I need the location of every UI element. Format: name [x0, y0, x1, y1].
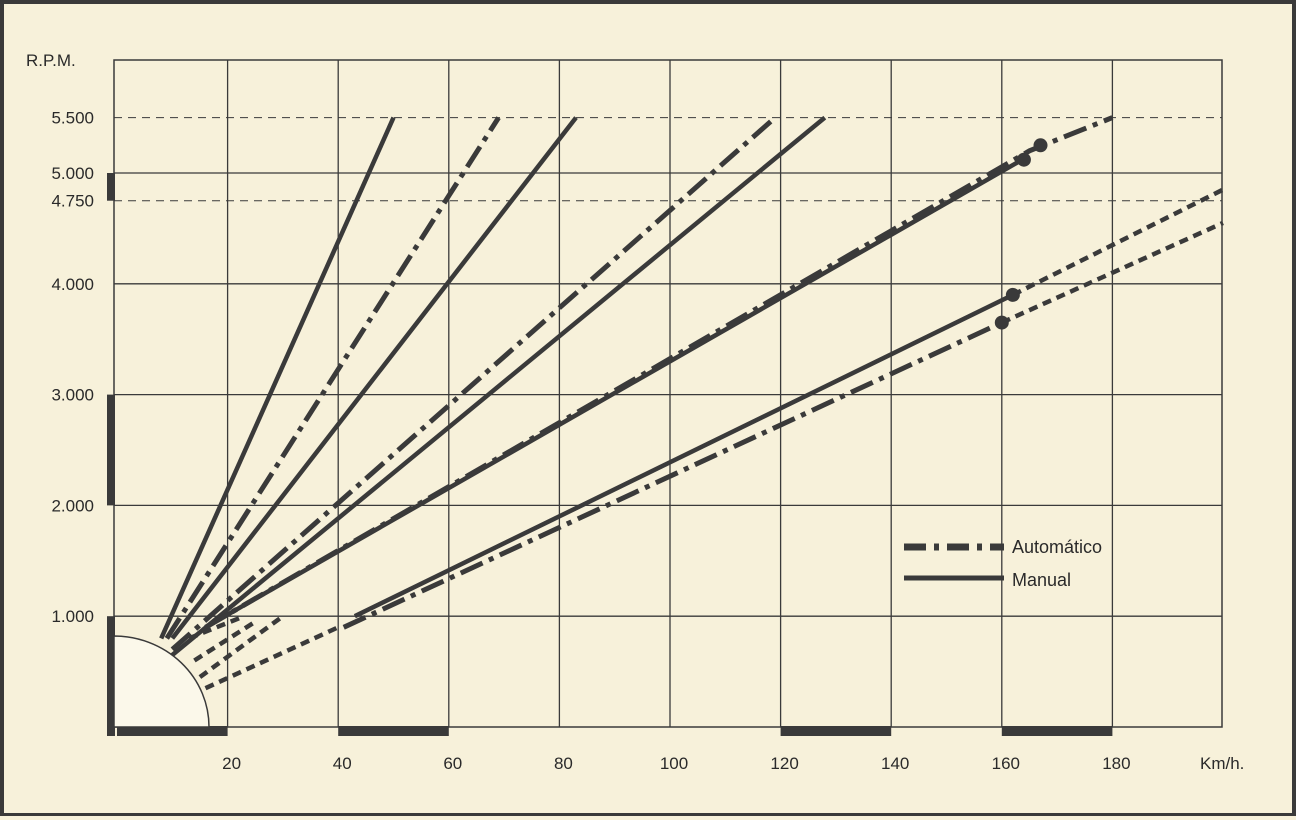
y-axis-title: R.P.M. [26, 51, 76, 70]
series-line-dash-dot-8 [342, 320, 1003, 630]
y-tick-label: 4.000 [51, 275, 94, 294]
tick-labels: 1.000 2.000 3.000 4.000 4.750 5.000 5.500 20 40 6… [51, 109, 1130, 773]
y-tick-label: 4.750 [51, 192, 94, 211]
x-axis-bar-segment [117, 726, 228, 736]
x-tick-label: 160 [992, 754, 1020, 773]
legend: Automático Manual [904, 537, 1102, 590]
x-tick-label: 140 [881, 754, 909, 773]
y-tick-label: 2.000 [51, 496, 94, 515]
x-tick-label: 180 [1102, 754, 1130, 773]
y-axis-bar-segment [107, 616, 115, 727]
series-line-solid-7 [353, 292, 1014, 619]
y-tick-label: 3.000 [51, 386, 94, 405]
series-line-dotted-12 [204, 625, 340, 691]
rpm-speed-chart: 1.000 2.000 3.000 4.000 4.750 5.000 5.500 20 40 6… [26, 51, 1244, 773]
origin-disk [113, 635, 210, 728]
series-line-dotted-14 [1000, 220, 1224, 325]
series-line-dotted-10 [193, 619, 257, 663]
series-line-dash-dot-3 [170, 115, 777, 652]
legend-manual-label: Manual [1012, 570, 1071, 590]
series-line-solid-0 [159, 116, 396, 640]
plot-border [113, 59, 1223, 728]
series-line-solid-2 [170, 116, 578, 640]
x-tick-label: 60 [443, 754, 462, 773]
axis-bars [107, 173, 1113, 736]
x-tick-label: 40 [333, 754, 352, 773]
series-line-dash-dot-1 [164, 116, 501, 640]
axis-corner [107, 726, 115, 736]
series-end-marker-1 [1033, 138, 1048, 153]
series-line-solid-6 [204, 159, 1020, 630]
series-line-dotted-9 [188, 614, 246, 641]
series-line-dotted-11 [198, 614, 285, 679]
y-axis-bar-segment [107, 394, 115, 506]
x-tick-label: 80 [554, 754, 573, 773]
x-axis-bar-segment [1001, 726, 1113, 736]
legend-automatico-label: Automático [1012, 537, 1102, 557]
x-axis-title: Km/h. [1200, 754, 1244, 773]
series-line-solid-4 [170, 115, 827, 657]
y-tick-label: 1.000 [51, 607, 94, 626]
series-end-marker-0 [1016, 152, 1031, 167]
series-line-dotted-13 [1011, 187, 1225, 297]
x-axis-bar-segment [780, 726, 892, 736]
series-layer [159, 115, 1225, 691]
x-axis-bar-segment [338, 726, 449, 736]
series-end-marker-2 [1005, 287, 1020, 302]
series-end-marker-3 [994, 315, 1009, 330]
y-axis-bar-segment [107, 173, 115, 201]
y-tick-label: 5.000 [51, 164, 94, 183]
x-tick-label: 120 [770, 754, 798, 773]
y-tick-label: 5.500 [51, 109, 94, 128]
grid [113, 59, 1223, 728]
x-tick-label: 20 [222, 754, 241, 773]
x-tick-label: 100 [660, 754, 688, 773]
